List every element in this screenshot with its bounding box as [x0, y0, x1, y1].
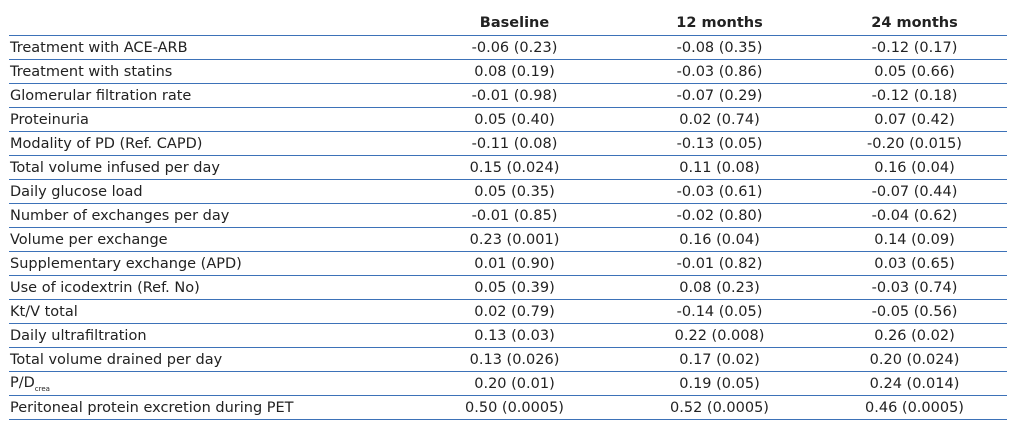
table-row: Volume per exchange 0.23 (0.001) 0.16 (0… [9, 227, 1007, 252]
cell-baseline: 0.05 (0.39) [412, 275, 617, 300]
row-label: Total volume drained per day [9, 347, 412, 372]
cell-24-months: 0.20 (0.024) [822, 347, 1007, 372]
results-table-container: Baseline 12 months 24 months Treatment w… [9, 11, 1007, 420]
cell-24-months: -0.04 (0.62) [822, 203, 1007, 228]
cell-baseline: 0.02 (0.79) [412, 299, 617, 324]
row-label: Modality of PD (Ref. CAPD) [9, 131, 412, 156]
cell-24-months: 0.46 (0.0005) [822, 395, 1007, 420]
cell-12-months: 0.19 (0.05) [617, 371, 822, 396]
cell-24-months: -0.07 (0.44) [822, 179, 1007, 204]
cell-12-months: 0.17 (0.02) [617, 347, 822, 372]
row-label-cell: P/Dcrea [9, 371, 412, 396]
table-row: Treatment with ACE-ARB -0.06 (0.23) -0.0… [9, 35, 1007, 60]
cell-12-months: -0.07 (0.29) [617, 83, 822, 108]
cell-24-months: -0.05 (0.56) [822, 299, 1007, 324]
table-row: Modality of PD (Ref. CAPD) -0.11 (0.08) … [9, 131, 1007, 156]
cell-baseline: -0.06 (0.23) [412, 35, 617, 60]
cell-24-months: 0.24 (0.014) [822, 371, 1007, 396]
row-label: Kt/V total [9, 299, 412, 324]
table-row: P/Dcrea 0.20 (0.01) 0.19 (0.05) 0.24 (0.… [9, 371, 1007, 396]
row-label: Use of icodextrin (Ref. No) [9, 275, 412, 300]
cell-24-months: -0.12 (0.17) [822, 35, 1007, 60]
row-label: Number of exchanges per day [9, 203, 412, 228]
cell-24-months: 0.16 (0.04) [822, 155, 1007, 180]
cell-24-months: -0.03 (0.74) [822, 275, 1007, 300]
cell-12-months: -0.03 (0.61) [617, 179, 822, 204]
correlation-table: Baseline 12 months 24 months Treatment w… [9, 11, 1007, 420]
row-label: Peritoneal protein excretion during PET [9, 395, 412, 420]
table-row: Glomerular filtration rate -0.01 (0.98) … [9, 83, 1007, 108]
row-label-subscript: crea [34, 384, 50, 393]
cell-12-months: -0.02 (0.80) [617, 203, 822, 228]
cell-12-months: -0.14 (0.05) [617, 299, 822, 324]
row-label: Total volume infused per day [9, 155, 412, 180]
cell-12-months: -0.08 (0.35) [617, 35, 822, 60]
cell-12-months: 0.16 (0.04) [617, 227, 822, 252]
table-row: Proteinuria 0.05 (0.40) 0.02 (0.74) 0.07… [9, 107, 1007, 132]
cell-baseline: 0.13 (0.026) [412, 347, 617, 372]
cell-baseline: -0.01 (0.98) [412, 83, 617, 108]
cell-baseline: 0.50 (0.0005) [412, 395, 617, 420]
row-label: Daily ultrafiltration [9, 323, 412, 348]
cell-baseline: 0.08 (0.19) [412, 59, 617, 84]
table-row: Supplementary exchange (APD) 0.01 (0.90)… [9, 251, 1007, 276]
cell-baseline: 0.05 (0.40) [412, 107, 617, 132]
cell-baseline: -0.01 (0.85) [412, 203, 617, 228]
cell-12-months: 0.08 (0.23) [617, 275, 822, 300]
cell-12-months: -0.01 (0.82) [617, 251, 822, 276]
header-variable [9, 11, 412, 36]
cell-24-months: 0.05 (0.66) [822, 59, 1007, 84]
table-row: Number of exchanges per day -0.01 (0.85)… [9, 203, 1007, 228]
row-label: Supplementary exchange (APD) [9, 251, 412, 276]
row-label: Proteinuria [9, 107, 412, 132]
row-label: Glomerular filtration rate [9, 83, 412, 108]
cell-24-months: -0.20 (0.015) [822, 131, 1007, 156]
cell-baseline: 0.20 (0.01) [412, 371, 617, 396]
table-row: Treatment with statins 0.08 (0.19) -0.03… [9, 59, 1007, 84]
cell-12-months: 0.52 (0.0005) [617, 395, 822, 420]
cell-24-months: 0.03 (0.65) [822, 251, 1007, 276]
cell-baseline: 0.15 (0.024) [412, 155, 617, 180]
row-label: Volume per exchange [9, 227, 412, 252]
cell-baseline: 0.23 (0.001) [412, 227, 617, 252]
cell-baseline: 0.13 (0.03) [412, 323, 617, 348]
cell-24-months: 0.26 (0.02) [822, 323, 1007, 348]
cell-baseline: -0.11 (0.08) [412, 131, 617, 156]
header-12-months: 12 months [617, 11, 822, 36]
table-row: Daily ultrafiltration 0.13 (0.03) 0.22 (… [9, 323, 1007, 348]
table-header-row: Baseline 12 months 24 months [9, 11, 1007, 36]
table-row: Kt/V total 0.02 (0.79) -0.14 (0.05) -0.0… [9, 299, 1007, 324]
table-row: Total volume infused per day 0.15 (0.024… [9, 155, 1007, 180]
row-label: P/D [10, 374, 35, 391]
row-label: Daily glucose load [9, 179, 412, 204]
cell-12-months: 0.11 (0.08) [617, 155, 822, 180]
cell-24-months: 0.14 (0.09) [822, 227, 1007, 252]
header-baseline: Baseline [412, 11, 617, 36]
row-label: Treatment with ACE-ARB [9, 35, 412, 60]
cell-12-months: 0.02 (0.74) [617, 107, 822, 132]
table-row: Daily glucose load 0.05 (0.35) -0.03 (0.… [9, 179, 1007, 204]
table-row: Peritoneal protein excretion during PET … [9, 395, 1007, 420]
cell-12-months: -0.03 (0.86) [617, 59, 822, 84]
row-label: Treatment with statins [9, 59, 412, 84]
cell-24-months: 0.07 (0.42) [822, 107, 1007, 132]
header-24-months: 24 months [822, 11, 1007, 36]
cell-baseline: 0.05 (0.35) [412, 179, 617, 204]
table-row: Use of icodextrin (Ref. No) 0.05 (0.39) … [9, 275, 1007, 300]
cell-12-months: 0.22 (0.008) [617, 323, 822, 348]
table-row: Total volume drained per day 0.13 (0.026… [9, 347, 1007, 372]
cell-12-months: -0.13 (0.05) [617, 131, 822, 156]
cell-24-months: -0.12 (0.18) [822, 83, 1007, 108]
cell-baseline: 0.01 (0.90) [412, 251, 617, 276]
